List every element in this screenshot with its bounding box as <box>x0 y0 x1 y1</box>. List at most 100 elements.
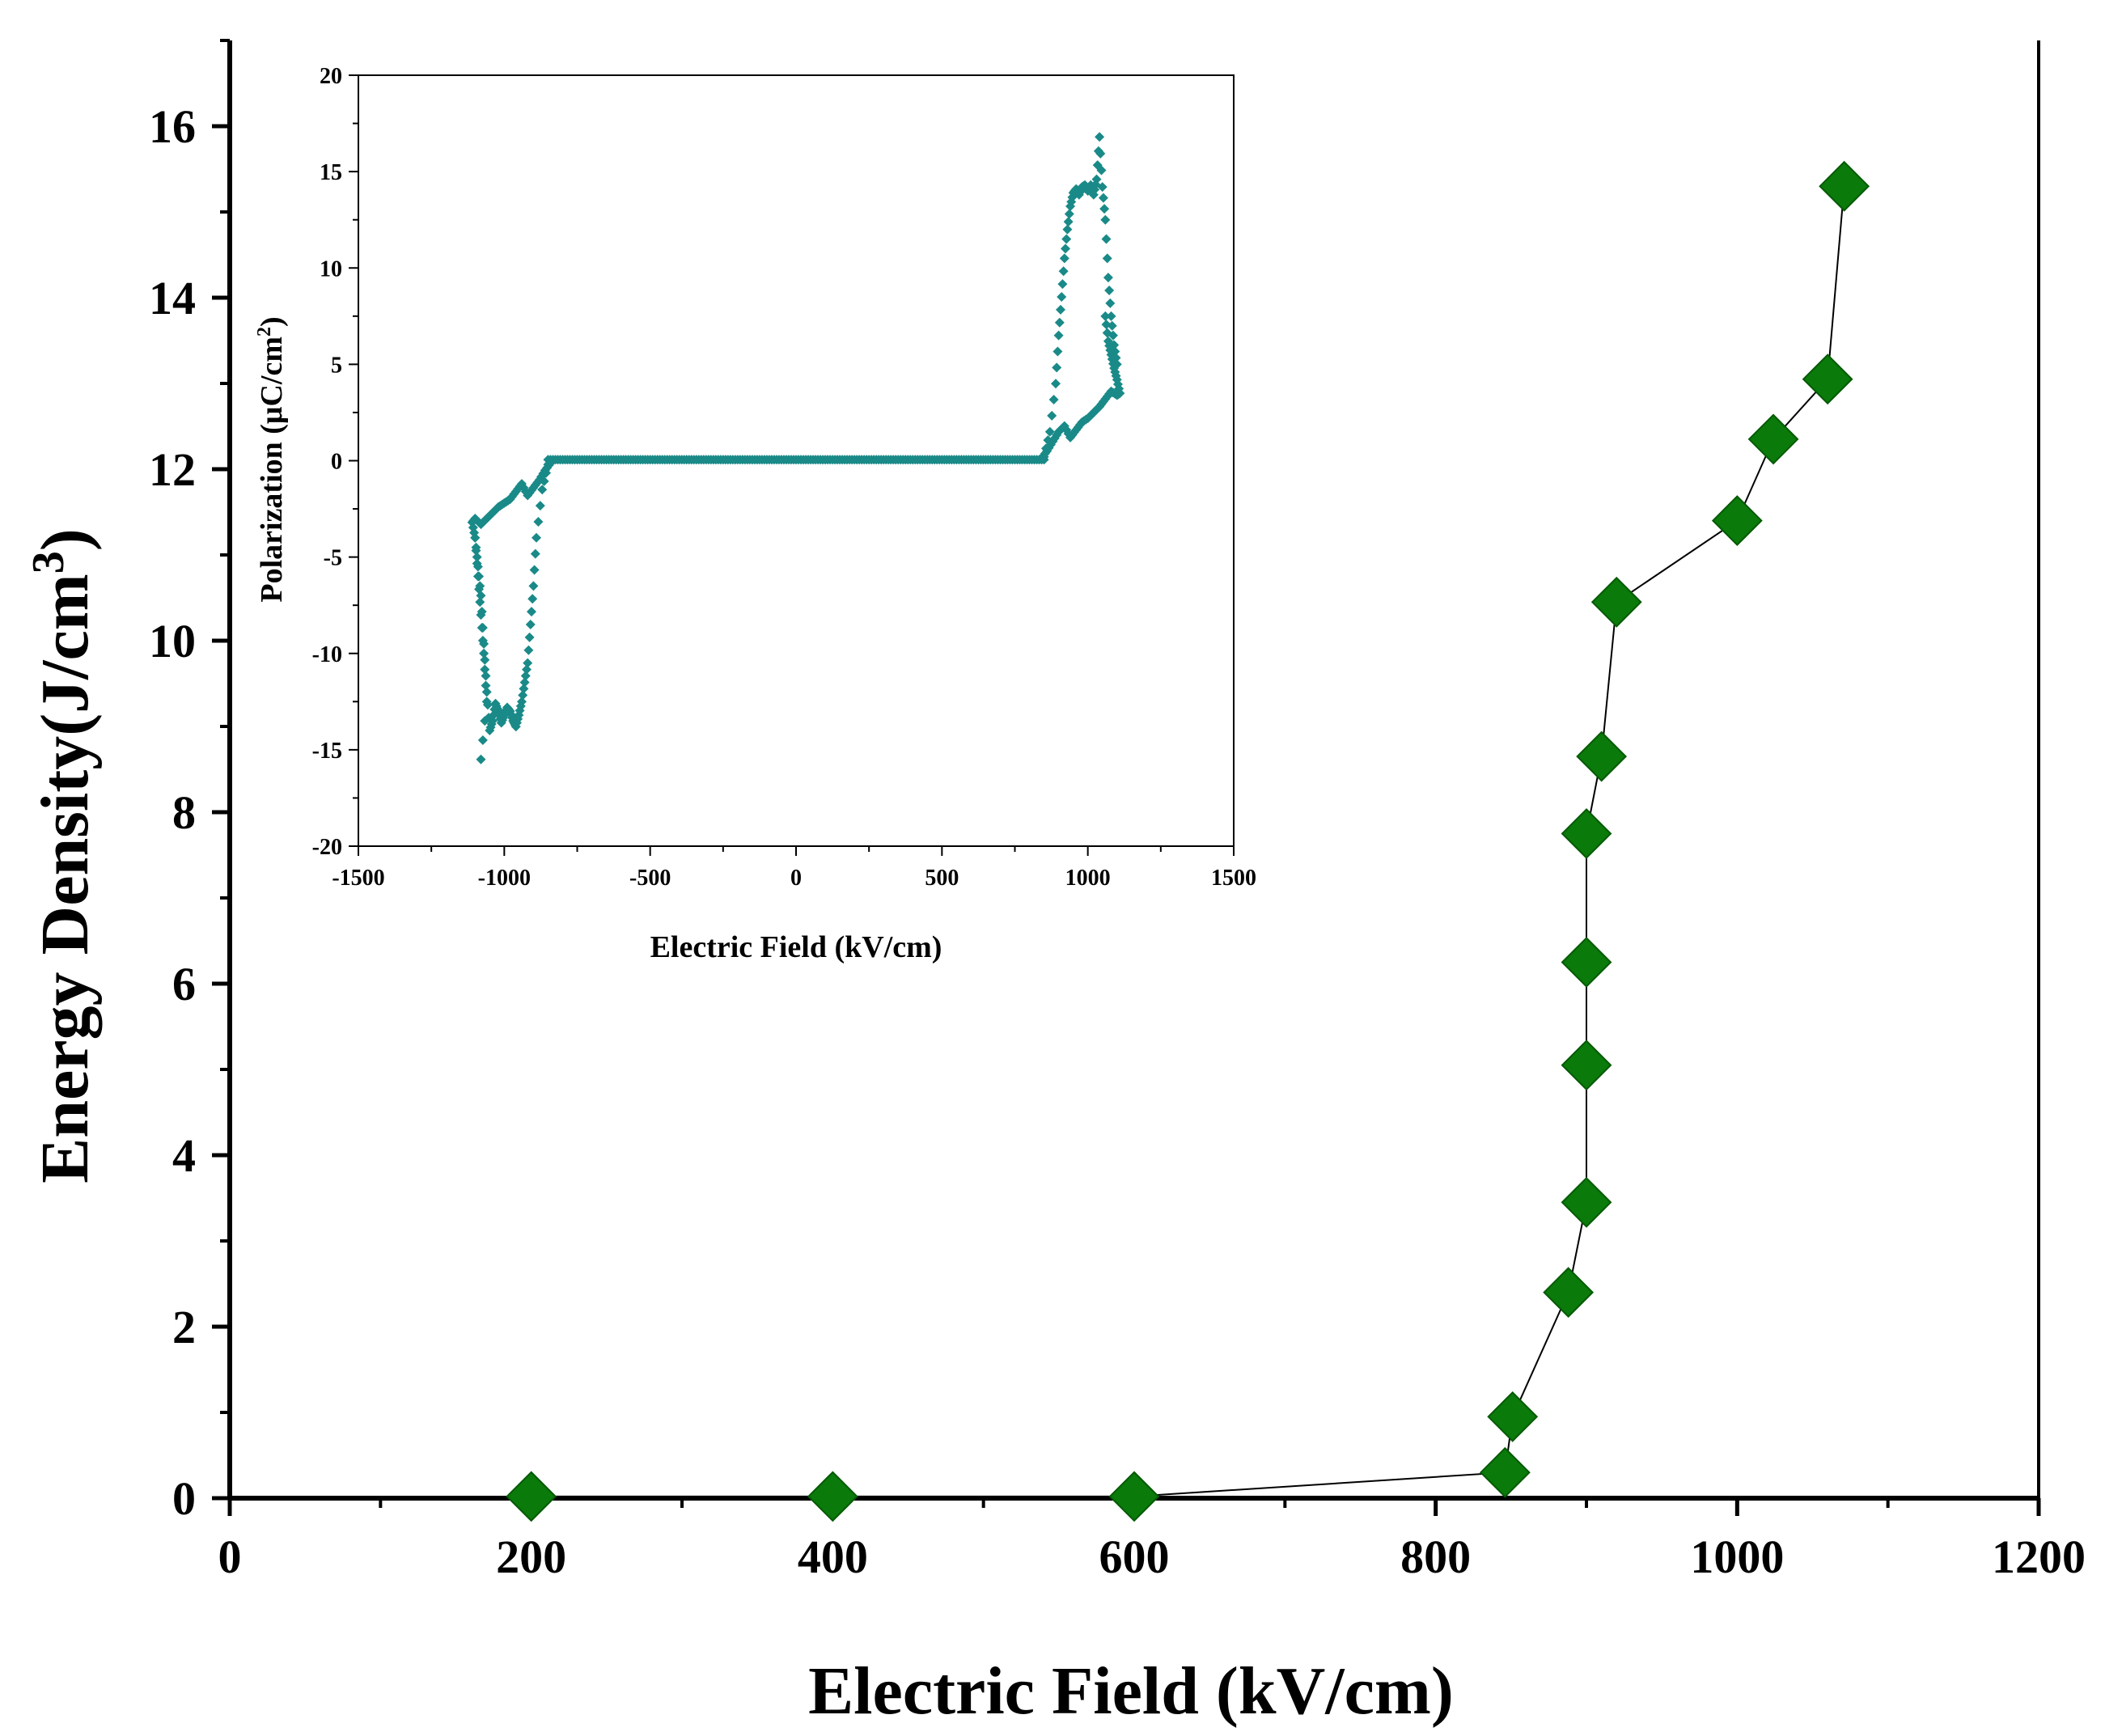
inset-data-point <box>470 532 481 543</box>
main-x-tick-label: 600 <box>1099 1531 1170 1583</box>
inset-x-tick-label: -1500 <box>332 866 384 891</box>
inset-data-point <box>1098 193 1108 203</box>
inset-data-point <box>1099 204 1110 214</box>
inset-data-point <box>476 610 486 620</box>
main-y-tick-label: 2 <box>172 1301 196 1353</box>
main-data-point <box>807 1471 858 1522</box>
inset-data-point <box>480 654 490 665</box>
inset-data-point <box>1100 214 1111 225</box>
inset-data-point <box>476 754 486 764</box>
inset-y-tick-label: 10 <box>320 256 342 282</box>
inset-data-point <box>528 581 539 591</box>
inset-data-point <box>1052 346 1063 357</box>
main-markers <box>506 160 1870 1522</box>
main-y-tick-label: 10 <box>149 615 196 667</box>
inset-data-point <box>481 680 491 691</box>
inset-data-point <box>1101 234 1112 244</box>
inset-data-point <box>525 620 536 630</box>
inset-data-point <box>1047 410 1057 421</box>
inset-data-point <box>1061 243 1071 254</box>
main-y-tick-label: 6 <box>172 958 196 1010</box>
inset-data-point <box>527 594 538 604</box>
inset-x-tick-label: -500 <box>629 866 671 891</box>
inset-data-point <box>1061 234 1072 244</box>
inset-data-point <box>471 545 481 556</box>
inset-plot: -1500 -1000 -500 0 500 1000 1500 -20 -15 -10 -5 0 5 1… <box>254 64 1256 964</box>
inset-data-point <box>1054 317 1065 328</box>
inset-data-point <box>1101 320 1112 330</box>
main-x-axis-title: Electric Field (kV/cm) <box>808 1653 1454 1729</box>
inset-data-point <box>1039 455 1049 465</box>
inset-data-point <box>524 632 535 642</box>
inset-data-point <box>521 664 532 675</box>
main-data-point <box>1561 1176 1612 1228</box>
inset-series-negative-branch-upper <box>467 457 557 764</box>
main-y-tick-label: 12 <box>149 443 196 496</box>
inset-data-point <box>1106 311 1116 321</box>
inset-data-point <box>1095 148 1106 159</box>
inset-tick-labels: -1500 -1000 -500 0 500 1000 1500 -20 -15 -10 -5 0 5 1… <box>312 64 1256 891</box>
main-y-tick-label: 14 <box>149 272 196 324</box>
inset-data-point <box>519 684 529 694</box>
inset-data-point <box>1053 330 1064 341</box>
main-data-point <box>1561 808 1612 859</box>
inset-data-point <box>1102 328 1112 338</box>
inset-data-point <box>519 677 530 688</box>
main-x-tick-label: 0 <box>218 1531 242 1583</box>
main-data-point <box>1561 1039 1612 1091</box>
main-data-point <box>1590 576 1642 628</box>
inset-data-point <box>1104 286 1115 296</box>
inset-data-point <box>532 532 542 543</box>
main-y-tick-label: 8 <box>172 786 196 839</box>
main-x-tick-label: 200 <box>496 1531 566 1583</box>
inset-y-tick-label: -20 <box>312 835 342 860</box>
inset-data-point <box>481 687 492 697</box>
inset-data-point <box>472 552 482 562</box>
inset-data-point <box>1056 304 1066 315</box>
inset-data-point <box>1044 426 1055 437</box>
inset-data-point <box>1105 298 1116 308</box>
inset-data-point <box>523 658 533 668</box>
inset-data-point <box>1057 291 1067 302</box>
inset-data-point <box>1063 217 1074 227</box>
inset-y-tick-label: 15 <box>320 160 342 185</box>
inset-x-tick-label: -1000 <box>478 866 531 891</box>
main-x-tick-label: 800 <box>1400 1531 1471 1583</box>
inset-data-point <box>480 664 490 675</box>
inset-data-point <box>481 697 492 707</box>
main-data-point <box>506 1471 557 1522</box>
inset-y-tick-label: 0 <box>331 450 342 475</box>
inset-data-point <box>1097 182 1108 193</box>
inset-data-point <box>533 516 544 527</box>
inset-y-tick-label: 5 <box>331 353 342 378</box>
inset-series-positive-branch-upper <box>1039 132 1122 462</box>
inset-data-point <box>1057 279 1068 290</box>
main-data-point <box>1543 1267 1595 1319</box>
main-data-point <box>1747 413 1799 465</box>
inset-data-point <box>1062 224 1073 235</box>
main-y-axis-title: Energy Density(J/cm3) <box>23 528 103 1183</box>
inset-data-point <box>1102 253 1112 264</box>
inset-data-point <box>1095 132 1105 142</box>
inset-data-point <box>529 565 540 575</box>
inset-data-point <box>472 571 483 582</box>
inset-series-positive-branch-lower <box>1036 311 1125 464</box>
main-series-line <box>531 186 1845 1497</box>
inset-y-axis-title: Polarization (μC/cm2) <box>254 316 289 602</box>
inset-data-point <box>479 648 489 658</box>
inset-x-axis-title: Electric Field (kV/cm) <box>650 930 942 964</box>
inset-data-point <box>476 622 487 633</box>
inset-y-tick-label: -15 <box>312 739 342 764</box>
inset-data-point <box>481 671 491 681</box>
inset-x-tick-label: 1500 <box>1211 866 1256 891</box>
main-x-tick-label: 1000 <box>1690 1531 1784 1583</box>
inset-series-plateau <box>543 455 1049 465</box>
inset-y-axis-title-superscript: 2 <box>254 327 275 337</box>
inset-data-point <box>1059 253 1069 264</box>
inset-data-point <box>530 548 540 559</box>
inset-data-point <box>485 726 495 736</box>
main-y-tick-label: 4 <box>172 1129 196 1182</box>
main-x-tick-label: 1200 <box>1992 1531 2086 1583</box>
